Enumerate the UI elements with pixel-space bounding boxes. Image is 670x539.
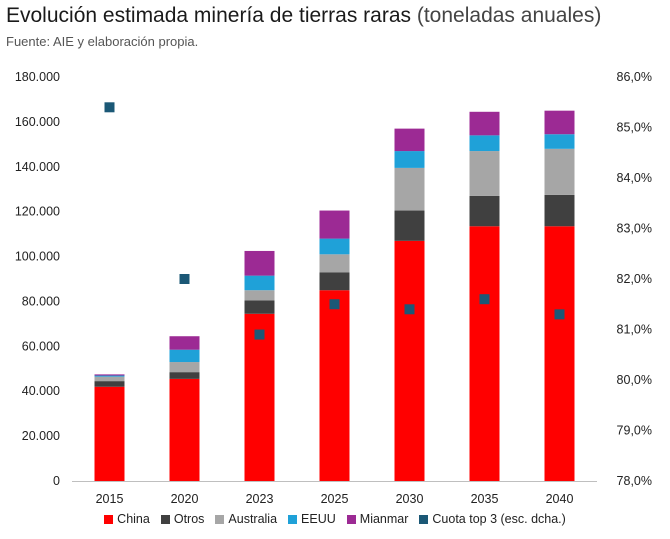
cuota-top3-marker [179, 274, 190, 284]
bar-segment-otros [169, 372, 200, 379]
cuota-top3-marker [329, 299, 340, 310]
legend-label: Australia [228, 512, 278, 526]
y-left-tick-label: 180.000 [15, 70, 60, 84]
bar-segment-china [469, 226, 500, 481]
chart-legend: China Otros Australia EEUU Mianmar Cuota top … [0, 512, 670, 526]
x-tick-label: 2040 [546, 492, 574, 506]
legend-swatch [346, 514, 356, 524]
legend-label: China [117, 512, 150, 526]
y-right-tick-label: 84,0% [617, 171, 652, 185]
bar-segment-otros [94, 381, 125, 387]
legend-label: Mianmar [359, 512, 409, 526]
bar-segment-mianmar [94, 374, 125, 376]
legend-item: Mianmar [346, 512, 409, 526]
legend-item: China [104, 512, 150, 526]
bar-segment-australia [94, 376, 125, 382]
cuota-top3-marker [404, 304, 415, 315]
cuota-top3-marker [254, 329, 265, 340]
y-right-tick-label: 79,0% [617, 424, 652, 438]
y-left-tick-label: 140.000 [15, 160, 60, 174]
bar-segment-eeuu [244, 275, 275, 291]
x-tick-label: 2025 [321, 492, 349, 506]
bar-segment-australia [544, 148, 575, 195]
y-right-tick-label: 85,0% [617, 121, 652, 135]
bar-segment-eeuu [94, 375, 125, 377]
y-left-tick-label: 40.000 [22, 384, 60, 398]
y-left-tick-label: 20.000 [22, 429, 60, 443]
cuota-top3-marker [104, 102, 115, 113]
y-left-tick-label: 80.000 [22, 294, 60, 308]
bar-segment-eeuu [544, 134, 575, 149]
legend-label: Cuota top 3 (esc. dcha.) [432, 512, 566, 526]
y-right-tick-label: 78,0% [617, 474, 652, 488]
legend-swatch [160, 514, 170, 524]
bar-segment-otros [319, 272, 350, 291]
chart-source: Fuente: AIE y elaboración propia. [6, 34, 199, 49]
legend-item: Otros [160, 512, 205, 526]
bar-segment-mianmar [169, 336, 200, 350]
chart-title: Evolución estimada minería de tierras ra… [6, 4, 601, 28]
y-left-tick-label: 60.000 [22, 339, 60, 353]
y-right-tick-label: 83,0% [617, 222, 652, 236]
bar-segment-australia [394, 167, 425, 211]
legend-swatch [288, 514, 298, 524]
chart-title-suffix: (toneladas anuales) [416, 4, 602, 27]
bar-segment-eeuu [469, 135, 500, 152]
legend-item: EEUU [288, 512, 336, 526]
bar-segment-china [544, 226, 575, 481]
y-left-tick-label: 160.000 [15, 115, 60, 129]
cuota-top3-marker [479, 294, 490, 305]
y-left-tick-label: 120.000 [15, 205, 60, 219]
x-tick-label: 2023 [246, 492, 274, 506]
bar-segment-china [169, 378, 200, 481]
y-right-tick-label: 81,0% [617, 323, 652, 337]
bar-segment-otros [244, 300, 275, 314]
legend-label: EEUU [301, 512, 336, 526]
bar-segment-australia [319, 254, 350, 273]
bar-segment-eeuu [169, 349, 200, 363]
bar-segment-china [394, 240, 425, 481]
legend-label: Otros [173, 512, 205, 526]
bar-segment-mianmar [319, 210, 350, 239]
bar-segment-china [244, 313, 275, 481]
bar-segment-china [94, 386, 125, 481]
x-tick-label: 2030 [396, 492, 424, 506]
bar-segment-australia [469, 151, 500, 196]
bar-segment-mianmar [394, 128, 425, 152]
legend-swatch [419, 514, 429, 524]
bar-segment-australia [244, 290, 275, 301]
legend-swatch [215, 514, 225, 524]
x-tick-label: 2035 [471, 492, 499, 506]
cuota-top3-marker [554, 309, 565, 320]
x-tick-label: 2020 [171, 492, 199, 506]
y-right-tick-label: 82,0% [617, 272, 652, 286]
y-left-tick-label: 100.000 [15, 250, 60, 264]
legend-item: Cuota top 3 (esc. dcha.) [419, 512, 566, 526]
bar-segment-otros [469, 195, 500, 227]
bar-segment-eeuu [319, 238, 350, 255]
bar-segment-eeuu [394, 151, 425, 168]
bar-segment-mianmar [244, 250, 275, 276]
bar-segment-otros [544, 194, 575, 227]
legend-swatch [104, 514, 114, 524]
bar-segment-china [319, 290, 350, 481]
y-right-tick-label: 86,0% [617, 70, 652, 84]
bar-segment-mianmar [469, 111, 500, 136]
chart-title-main: Evolución estimada minería de tierras ra… [6, 4, 412, 27]
x-tick-label: 2015 [96, 492, 124, 506]
bar-segment-mianmar [544, 110, 575, 135]
y-right-tick-label: 80,0% [617, 373, 652, 387]
bar-segment-otros [394, 210, 425, 241]
bar-segment-australia [169, 362, 200, 373]
legend-item: Australia [215, 512, 277, 526]
y-left-tick-label: 0 [53, 474, 60, 488]
